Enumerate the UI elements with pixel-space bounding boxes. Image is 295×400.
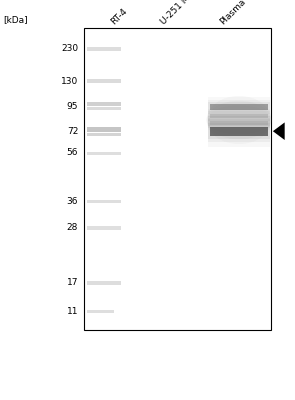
Bar (208, 116, 270, 130)
Text: 17: 17 (67, 278, 78, 287)
Bar (209, 104, 268, 110)
Bar (87, 226, 121, 230)
Bar (208, 116, 270, 146)
Bar (209, 127, 268, 136)
Polygon shape (273, 122, 285, 140)
Bar (209, 114, 268, 118)
Bar (208, 112, 270, 120)
Text: [kDa]: [kDa] (3, 15, 27, 24)
Bar (87, 281, 121, 285)
Bar (87, 47, 121, 50)
Bar (208, 111, 270, 121)
Ellipse shape (206, 101, 271, 139)
Text: 130: 130 (61, 77, 78, 86)
Text: 28: 28 (67, 224, 78, 232)
Bar (87, 127, 121, 132)
Text: 230: 230 (61, 44, 78, 53)
Bar (87, 102, 121, 106)
Bar (87, 200, 121, 203)
Bar (87, 310, 114, 313)
Bar (208, 119, 270, 126)
Text: RT-4: RT-4 (109, 6, 129, 26)
Bar (209, 121, 268, 125)
Text: 11: 11 (67, 307, 78, 316)
Text: 36: 36 (67, 197, 78, 206)
Ellipse shape (206, 96, 271, 144)
Bar (208, 120, 270, 142)
Bar (87, 79, 121, 83)
Bar (84, 28, 271, 330)
Bar (208, 97, 270, 116)
Bar (208, 100, 270, 114)
Bar (208, 109, 270, 123)
Bar (208, 118, 270, 128)
Bar (87, 107, 121, 110)
Text: U-251 MG: U-251 MG (159, 0, 197, 26)
Bar (87, 152, 121, 155)
Text: 72: 72 (67, 127, 78, 136)
Bar (87, 133, 121, 136)
Bar (208, 123, 270, 139)
Bar (208, 102, 270, 112)
Text: Plasma: Plasma (218, 0, 247, 26)
Text: 56: 56 (67, 148, 78, 157)
Text: 95: 95 (67, 102, 78, 111)
